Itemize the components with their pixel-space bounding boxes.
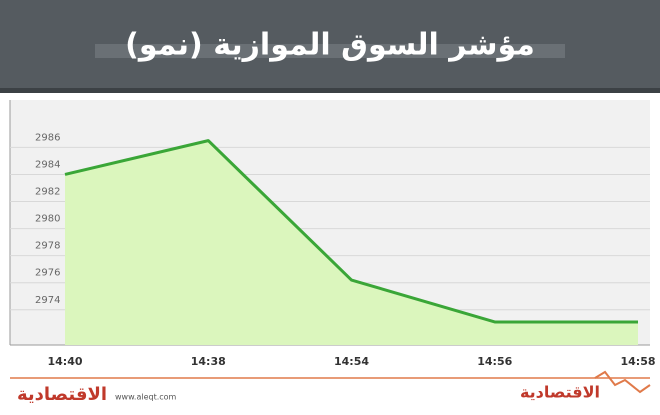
x-tick-label: 14:38 bbox=[191, 355, 226, 368]
y-tick-label: 2978 bbox=[35, 241, 60, 252]
y-tick-label: 2984 bbox=[35, 159, 60, 170]
y-tick-label: 2976 bbox=[35, 268, 60, 279]
y-tick-label: 2980 bbox=[35, 214, 60, 225]
chart-title: مؤشر السوق الموازية (نمو) bbox=[125, 28, 535, 63]
y-tick-label: 2986 bbox=[35, 132, 60, 143]
x-tick-label: 14:40 bbox=[47, 355, 82, 368]
footer-logo-right: الاقتصادية bbox=[520, 383, 600, 402]
area bbox=[65, 140, 638, 345]
y-tick-label: 2974 bbox=[35, 295, 60, 306]
footer-decoration bbox=[594, 370, 651, 394]
y-tick-label: 2982 bbox=[35, 187, 60, 198]
x-tick-label: 14:58 bbox=[620, 355, 655, 368]
line bbox=[64, 139, 638, 324]
header-edge bbox=[0, 88, 660, 93]
x-tick-label: 14:54 bbox=[334, 355, 369, 368]
footer-url: www.aleqt.com bbox=[115, 393, 177, 402]
x-tick-label: 14:56 bbox=[477, 355, 512, 368]
title-stripe bbox=[95, 44, 565, 58]
footer-logo: الاقتصادية bbox=[17, 384, 107, 405]
